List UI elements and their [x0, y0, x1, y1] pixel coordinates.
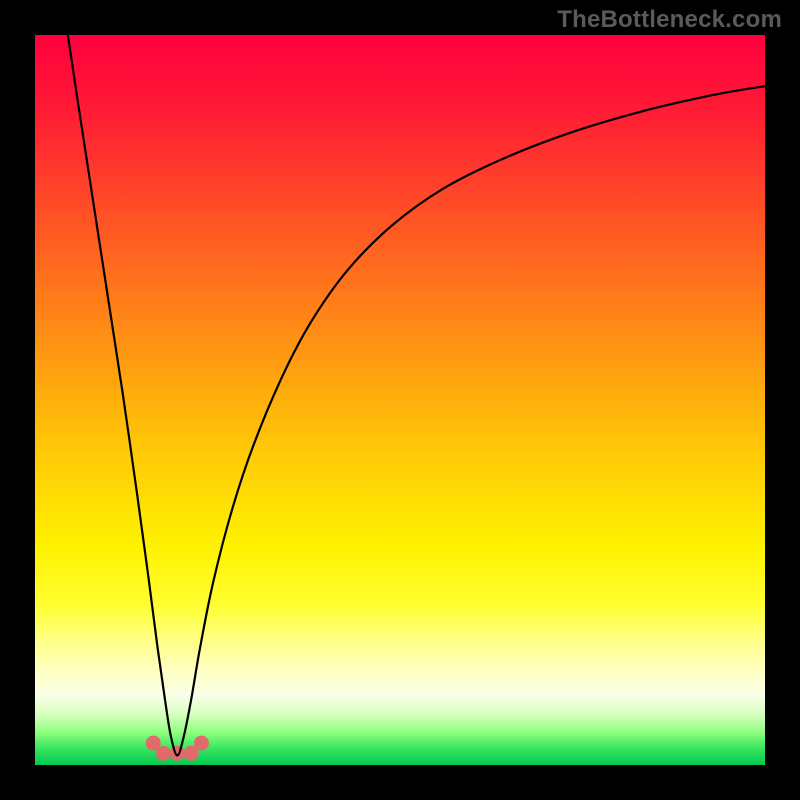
bottom-marker [156, 746, 171, 761]
bottom-marker [170, 746, 185, 761]
bottom-markers-group [146, 736, 209, 761]
watermark-text: TheBottleneck.com [557, 6, 782, 34]
curve-layer [35, 35, 765, 765]
bottom-marker [184, 746, 199, 761]
chart-root: TheBottleneck.com [0, 0, 800, 800]
bottleneck-curve [68, 35, 765, 756]
plot-area [35, 35, 765, 765]
